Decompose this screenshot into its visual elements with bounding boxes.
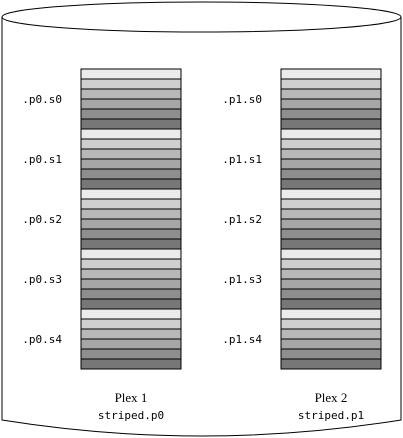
stripe bbox=[280, 158, 382, 170]
stripe bbox=[280, 318, 382, 330]
stripe bbox=[280, 298, 382, 310]
stripe bbox=[280, 78, 382, 90]
stripe bbox=[280, 198, 382, 210]
plex-2: .p1.s0 .p1.s1 .p1.s2 .p1.s3 .p1.s4 Plex 2 stri… bbox=[222, 68, 382, 422]
subdisk-block bbox=[80, 128, 182, 190]
stripe bbox=[280, 338, 382, 350]
stripe bbox=[80, 258, 182, 270]
stripe bbox=[80, 188, 182, 200]
subdisk-label: .p0.s0 bbox=[22, 93, 62, 106]
plex-layer: .p0.s0 .p0.s1 .p0.s2 .p0.s3 .p0.s4 Plex 1 stri… bbox=[22, 68, 382, 422]
subdisk-label: .p0.s4 bbox=[22, 333, 62, 346]
stripe bbox=[80, 198, 182, 210]
stripe bbox=[280, 238, 382, 250]
stripe bbox=[280, 288, 382, 300]
stripe bbox=[280, 278, 382, 290]
stripe bbox=[80, 318, 182, 330]
subdisk-label: .p0.s3 bbox=[22, 273, 62, 286]
stripe bbox=[80, 278, 182, 290]
subdisk-block bbox=[280, 128, 382, 190]
stripe bbox=[80, 308, 182, 320]
stripe bbox=[80, 338, 182, 350]
subdisk-block bbox=[80, 248, 182, 310]
subdisk-block bbox=[280, 308, 382, 370]
stripe bbox=[280, 248, 382, 260]
subdisk-label: .p1.s0 bbox=[222, 93, 262, 106]
stripe bbox=[80, 98, 182, 110]
subdisk-label: .p1.s2 bbox=[222, 213, 262, 226]
cylinder-top bbox=[1, 1, 402, 33]
stripe bbox=[80, 238, 182, 250]
subdisk-block bbox=[80, 68, 182, 130]
stripe bbox=[80, 298, 182, 310]
stripe bbox=[80, 358, 182, 370]
subdisk-label: .p1.s4 bbox=[222, 333, 262, 346]
stripe bbox=[280, 168, 382, 180]
subdisk-block bbox=[280, 248, 382, 310]
stripe bbox=[80, 108, 182, 120]
stripe bbox=[280, 68, 382, 80]
subdisk-label: .p1.s3 bbox=[222, 273, 262, 286]
subdisk-block bbox=[80, 308, 182, 370]
stripe bbox=[280, 178, 382, 190]
stripe bbox=[280, 218, 382, 230]
stripe bbox=[280, 258, 382, 270]
subdisk-block bbox=[80, 188, 182, 250]
stripe bbox=[80, 268, 182, 280]
plex-1: .p0.s0 .p0.s1 .p0.s2 .p0.s3 .p0.s4 Plex 1 stri… bbox=[22, 68, 182, 422]
stripe bbox=[80, 218, 182, 230]
stripe bbox=[80, 178, 182, 190]
stripe bbox=[80, 288, 182, 300]
stripe bbox=[280, 268, 382, 280]
stripe bbox=[80, 148, 182, 160]
stripe bbox=[280, 148, 382, 160]
stripe bbox=[80, 228, 182, 240]
subdisk-label: .p0.s2 bbox=[22, 213, 62, 226]
plex-name: striped.p1 bbox=[298, 409, 364, 422]
stripe bbox=[80, 88, 182, 100]
stripe bbox=[80, 158, 182, 170]
stripe bbox=[280, 308, 382, 320]
plex-name: striped.p0 bbox=[98, 409, 164, 422]
subdisk-label: .p1.s1 bbox=[222, 153, 262, 166]
stripe bbox=[80, 118, 182, 130]
stripe bbox=[280, 188, 382, 200]
stripe bbox=[280, 358, 382, 370]
subdisk-label: .p0.s1 bbox=[22, 153, 62, 166]
stripe bbox=[80, 168, 182, 180]
subdisk-block bbox=[280, 188, 382, 250]
stripe bbox=[80, 128, 182, 140]
stripe bbox=[280, 108, 382, 120]
stripe bbox=[80, 78, 182, 90]
stripe bbox=[280, 228, 382, 240]
stripe bbox=[80, 68, 182, 80]
plex-title: Plex 1 bbox=[115, 390, 148, 405]
subdisk-block bbox=[280, 68, 382, 130]
stripe bbox=[280, 88, 382, 100]
stripe bbox=[280, 328, 382, 340]
stripe bbox=[80, 348, 182, 360]
stripe bbox=[280, 348, 382, 360]
plex-title: Plex 2 bbox=[315, 390, 348, 405]
stripe bbox=[280, 138, 382, 150]
stripe bbox=[80, 248, 182, 260]
stripe bbox=[280, 118, 382, 130]
stripe bbox=[280, 98, 382, 110]
stripe bbox=[80, 328, 182, 340]
stripe bbox=[280, 208, 382, 220]
stripe bbox=[280, 128, 382, 140]
cylinder-body bbox=[1, 17, 402, 437]
stripe bbox=[80, 138, 182, 150]
stripe bbox=[80, 208, 182, 220]
